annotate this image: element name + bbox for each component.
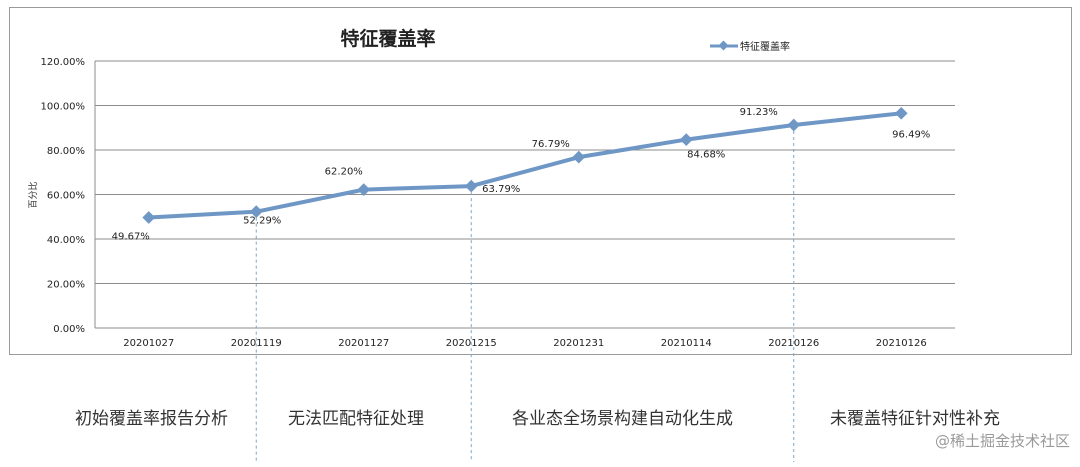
series-line-path bbox=[148, 111, 902, 220]
data-label: 76.79% bbox=[532, 139, 570, 150]
data-point-marker bbox=[894, 106, 908, 120]
series-line bbox=[142, 106, 908, 224]
y-tick-label: 0.00% bbox=[53, 324, 85, 335]
data-point-marker bbox=[572, 150, 586, 164]
x-tick-label: 20201119 bbox=[231, 338, 282, 349]
data-labels: 49.67% 52.29% 62.20% 63.79% 76.79% 84.68% 91.2… bbox=[112, 107, 931, 242]
x-tick-label: 20210126 bbox=[876, 338, 927, 349]
data-label: 49.67% bbox=[112, 231, 150, 242]
legend: 特征覆盖率 bbox=[710, 40, 790, 53]
data-label: 84.68% bbox=[687, 150, 725, 161]
data-label: 96.49% bbox=[892, 129, 930, 140]
phase-label-unmatched-features: 无法匹配特征处理 bbox=[288, 409, 424, 429]
data-label: 52.29% bbox=[243, 216, 281, 227]
chart-frame bbox=[9, 7, 1072, 355]
data-point-marker bbox=[787, 118, 801, 132]
x-tick-label: 20201231 bbox=[553, 338, 604, 349]
y-tick-label: 60.00% bbox=[47, 191, 85, 202]
x-tick-label: 20201215 bbox=[446, 338, 497, 349]
watermark: @稀土掘金技术社区 bbox=[934, 432, 1070, 450]
phase-label-initial-report: 初始覆盖率报告分析 bbox=[75, 409, 228, 429]
data-label: 62.20% bbox=[325, 167, 363, 178]
data-point-marker bbox=[249, 205, 263, 219]
x-tick-label: 20210114 bbox=[661, 338, 712, 349]
legend-label: 特征覆盖率 bbox=[740, 40, 790, 53]
data-point-marker bbox=[142, 211, 156, 224]
x-tick-label: 20201127 bbox=[338, 338, 389, 349]
data-point-marker bbox=[357, 183, 371, 196]
y-tick-label: 100.00% bbox=[41, 102, 86, 113]
chart-title: 特征覆盖率 bbox=[340, 27, 435, 50]
data-label: 91.23% bbox=[740, 107, 778, 118]
legend-diamond-marker bbox=[718, 40, 729, 51]
y-tick-label: 80.00% bbox=[47, 146, 85, 157]
x-tick-label: 20201027 bbox=[123, 338, 174, 349]
x-tick-labels: 20201027 20201119 20201127 20201215 20201231… bbox=[123, 338, 926, 349]
y-axis-label: 百分比 bbox=[27, 181, 39, 208]
phase-label-uncovered-supplement: 未覆盖特征针对性补充 bbox=[830, 409, 1000, 429]
data-point-marker bbox=[464, 179, 478, 193]
data-label: 63.79% bbox=[482, 184, 520, 195]
x-tick-label: 20210126 bbox=[768, 338, 819, 349]
y-tick-label: 40.00% bbox=[47, 235, 85, 246]
y-tick-labels: 0.00% 20.00% 40.00% 60.00% 80.00% 100.00% 120.… bbox=[41, 57, 86, 335]
gridlines bbox=[94, 60, 955, 462]
data-point-marker bbox=[679, 133, 693, 146]
phase-label-automation: 各业态全场景构建自动化生成 bbox=[512, 409, 733, 429]
y-tick-label: 20.00% bbox=[47, 280, 85, 291]
y-tick-label: 120.00% bbox=[41, 57, 86, 68]
